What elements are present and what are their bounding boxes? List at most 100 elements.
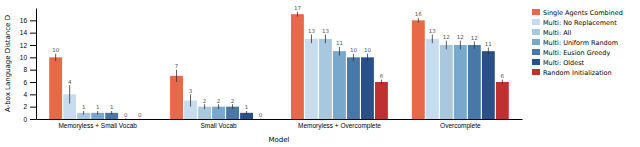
error-bar: [474, 41, 475, 48]
legend-swatch: [532, 19, 540, 25]
data-labels: 1071716431313121312121112121012011011006…: [52, 5, 504, 118]
bar: [319, 39, 332, 119]
error-bar: [190, 94, 191, 106]
y-tick-label: 8: [23, 66, 27, 73]
data-label: 1: [110, 104, 114, 110]
y-tick: 4: [23, 91, 36, 98]
legend-item: Multi: Uniform Random: [532, 39, 618, 47]
x-tick: Memoryless + Small Vocab: [58, 122, 137, 130]
y-tick-mark: [30, 107, 36, 108]
data-label: 12: [457, 34, 464, 40]
y-tick: 2: [23, 103, 36, 110]
bar: [426, 39, 439, 119]
error-bar: [69, 85, 70, 104]
legend-swatch: [532, 59, 540, 65]
legend-swatch: [532, 69, 540, 75]
data-label: 3: [189, 88, 193, 94]
error-bar: [339, 47, 340, 56]
x-tick: Small Vocab: [200, 122, 237, 129]
legend-item: Multi: All: [532, 29, 571, 37]
x-axis: Memoryless + Small Vocab Small Vocab Memor…: [37, 120, 523, 130]
y-tick: 6: [23, 79, 36, 86]
error-bar: [139, 118, 140, 119]
y-tick: 10: [20, 54, 36, 61]
data-label: 13: [429, 28, 436, 34]
data-label: 6: [380, 73, 384, 79]
data-label: 1: [96, 104, 100, 110]
bar: [468, 45, 481, 119]
error-bar: [353, 54, 354, 61]
bar: [305, 39, 318, 119]
y-axis: 0246810121416: [20, 9, 37, 123]
data-label: 12: [471, 35, 478, 41]
x-axis-line: [37, 119, 523, 120]
error-bar: [502, 80, 503, 85]
data-label: 13: [308, 28, 315, 34]
data-label: 2: [217, 98, 221, 104]
error-bar: [432, 35, 433, 44]
data-label: 11: [336, 40, 343, 46]
error-bar: [204, 104, 205, 109]
legend-item: Multi: Eusion Greedy: [532, 49, 610, 57]
y-tick-mark: [30, 70, 36, 71]
data-label: 10: [350, 47, 357, 53]
legend-label: Multi: Uniform Random: [543, 39, 618, 47]
error-bar: [111, 111, 112, 115]
legend-label: Multi: Eusion Greedy: [543, 49, 610, 57]
error-bar: [260, 118, 261, 119]
legend-item: Multi: No Replacement: [532, 19, 617, 27]
y-tick-label: 2: [23, 103, 27, 110]
y-tick-mark: [30, 82, 36, 83]
data-label: 0: [124, 112, 128, 118]
data-label: 1: [82, 104, 86, 110]
data-label: 12: [443, 34, 450, 40]
data-label: 2: [203, 98, 207, 104]
data-label: 6: [501, 73, 505, 79]
data-label: 10: [364, 47, 371, 53]
y-tick: 16: [20, 17, 36, 24]
legend-label: Multi: All: [543, 29, 571, 37]
chart: 1071716431313121312121112121012011011006…: [0, 0, 640, 147]
plot: 1071716431313121312121112121012011011006…: [4, 5, 523, 144]
legend-label: Multi: Oldest: [543, 59, 585, 67]
x-tick-label: Small Vocab: [200, 122, 237, 129]
bar: [375, 82, 388, 119]
x-tick: Overcomplete: [440, 122, 481, 130]
error-bar: [97, 111, 98, 115]
y-tick: 0: [23, 116, 36, 123]
bar: [333, 51, 346, 119]
error-bar: [232, 104, 233, 109]
bar: [347, 57, 360, 119]
bar: [496, 82, 509, 119]
y-tick: 14: [20, 29, 36, 36]
error-bar: [83, 111, 84, 115]
bar: [119, 119, 132, 120]
y-tick-mark: [30, 94, 36, 95]
data-label: 0: [259, 112, 263, 118]
data-label: 17: [294, 5, 301, 11]
legend: Single Agents CombinedMulti: No Replacem…: [532, 9, 623, 77]
legend-label: Multi: No Replacement: [543, 19, 617, 27]
data-label: 13: [322, 28, 329, 34]
legend-swatch: [532, 39, 540, 45]
y-axis-line: [36, 9, 37, 120]
x-tick-label: Memoryless + Small Vocab: [58, 122, 137, 130]
y-tick-label: 16: [20, 17, 28, 24]
y-tick-label: 0: [23, 116, 27, 123]
bar: [49, 57, 62, 119]
bar: [133, 119, 146, 120]
error-bar: [125, 118, 126, 119]
data-label: 7: [175, 63, 179, 69]
error-bar: [297, 12, 298, 17]
error-bar: [488, 47, 489, 54]
bar: [170, 76, 183, 119]
bar: [412, 20, 425, 119]
bar: [291, 14, 304, 119]
bar: [254, 119, 267, 120]
y-tick-label: 6: [23, 79, 27, 86]
error-bar: [311, 35, 312, 44]
error-bar: [418, 18, 419, 23]
x-tick: Memoryless + Overcomplete: [298, 122, 381, 130]
data-label: 4: [68, 79, 72, 85]
y-tick-label: 14: [20, 29, 28, 36]
